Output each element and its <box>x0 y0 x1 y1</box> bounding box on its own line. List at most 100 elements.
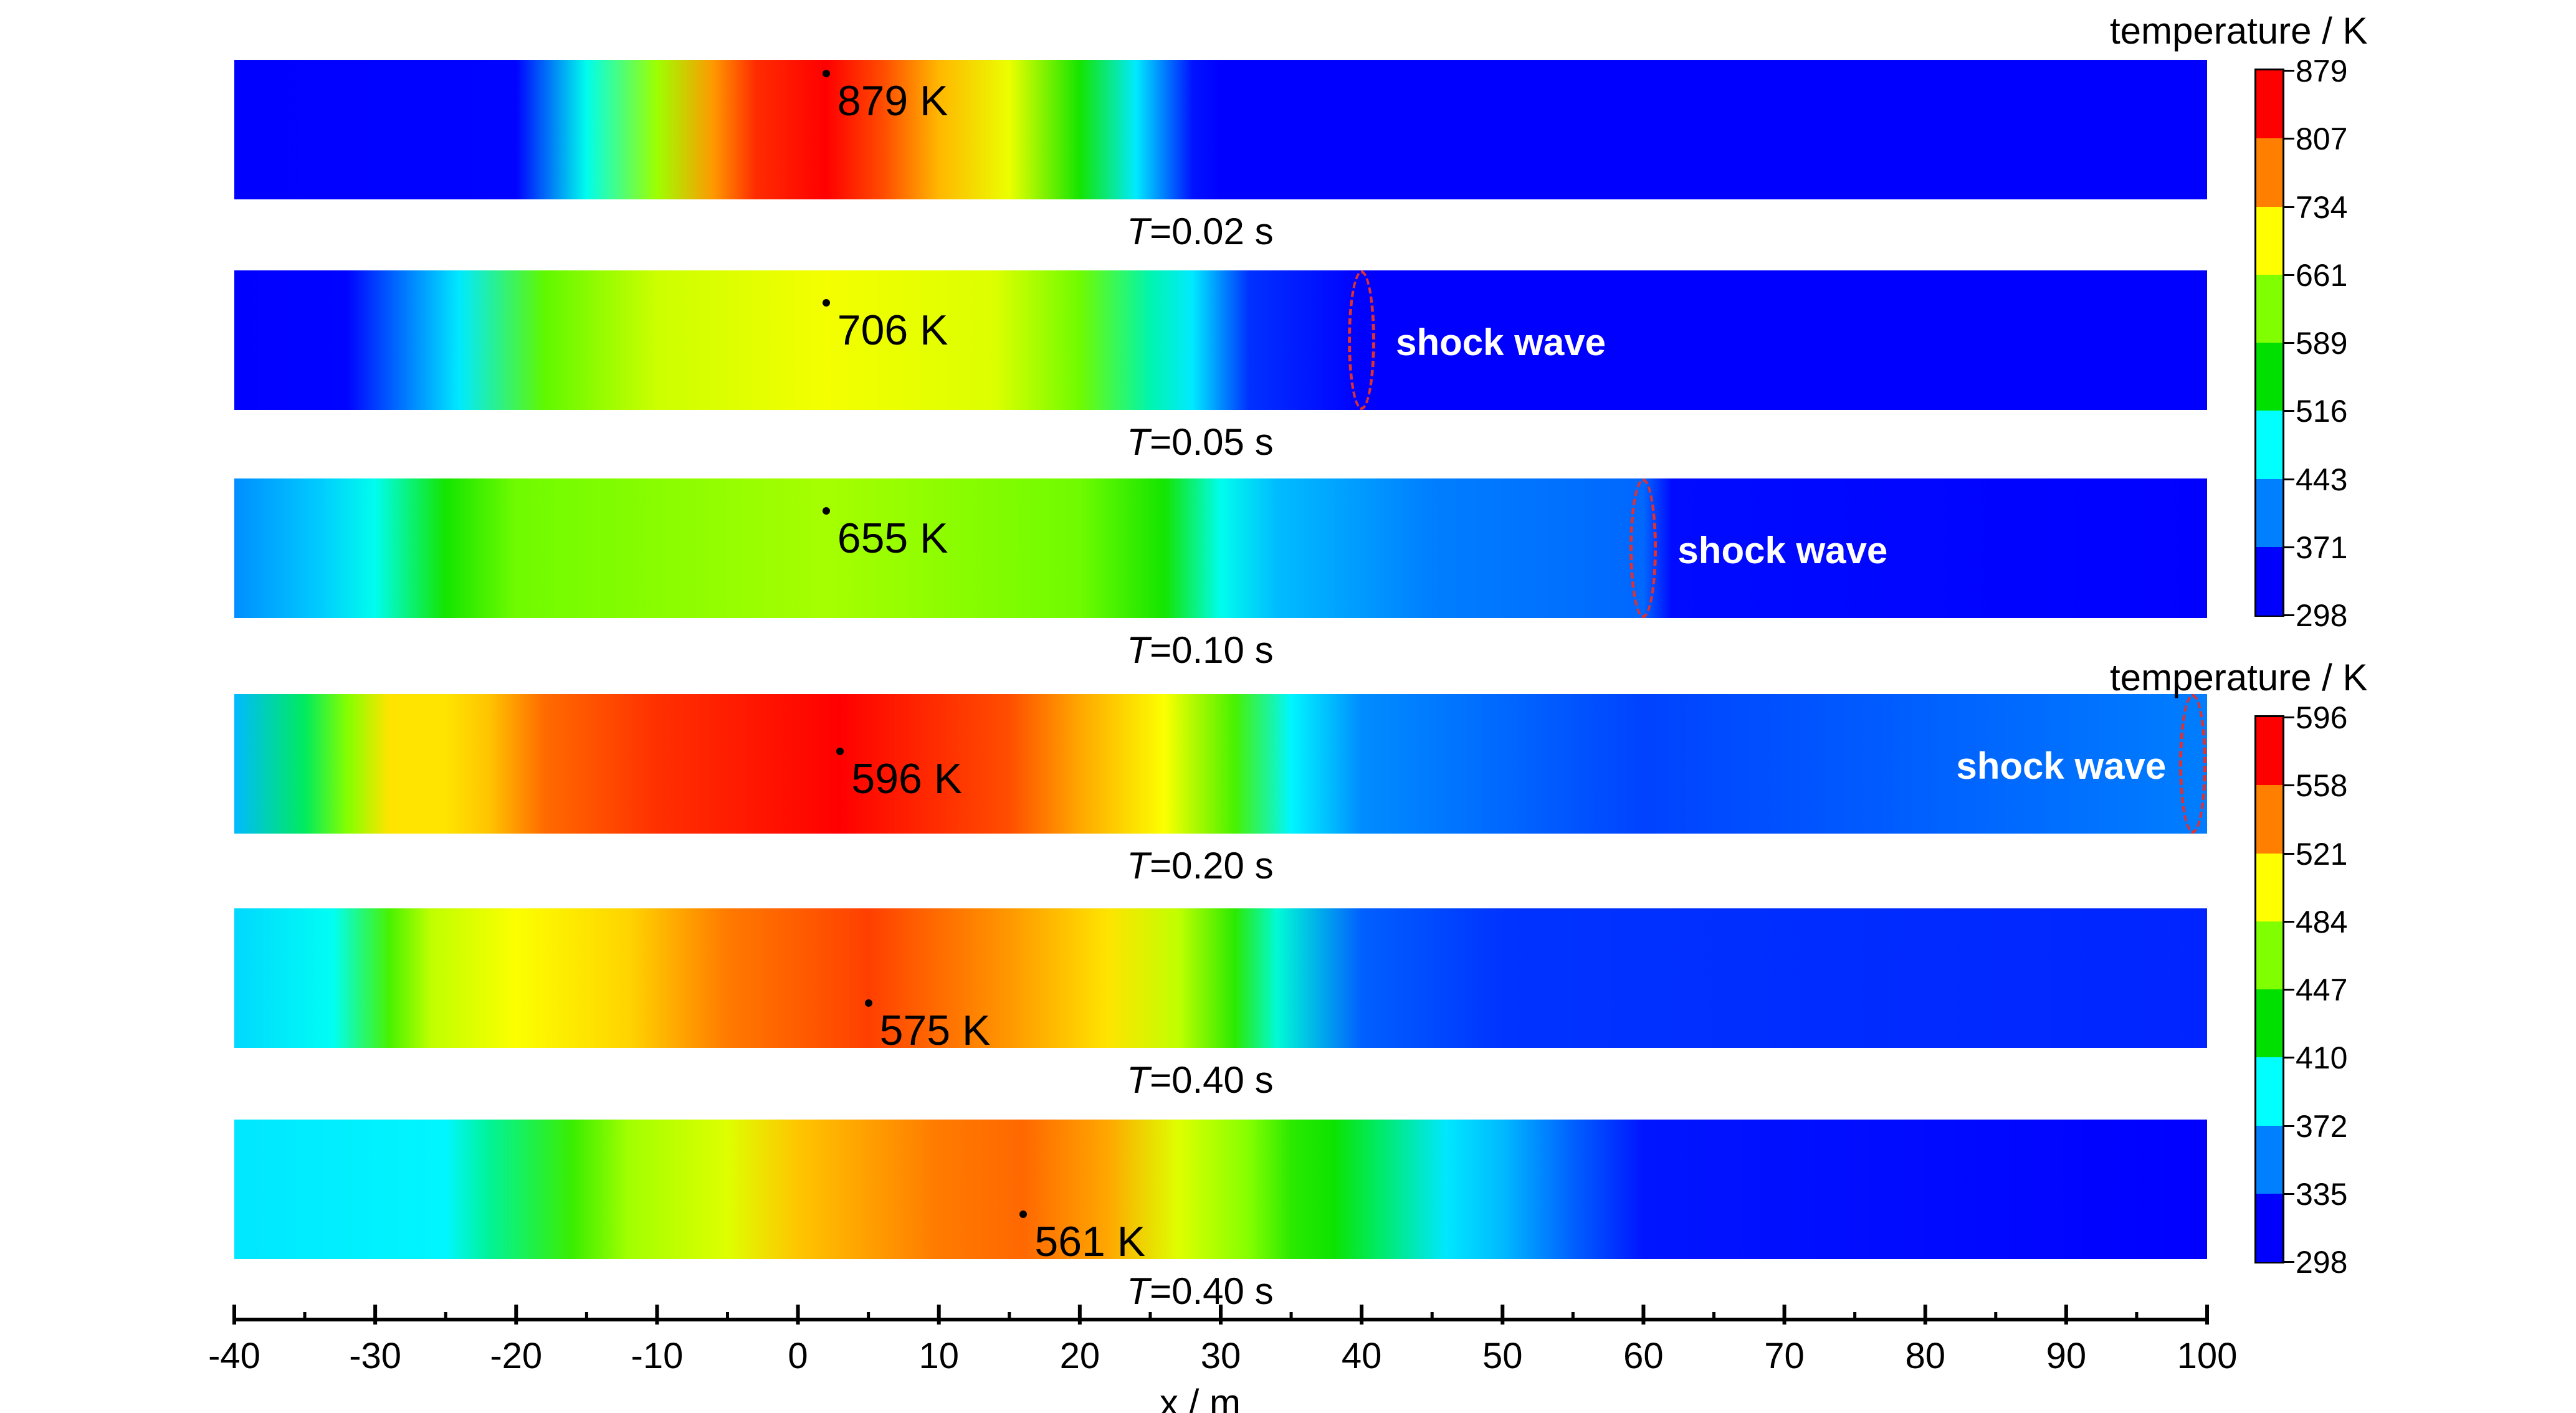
shock-wave-label: shock wave <box>1956 745 2167 787</box>
peak-marker <box>1019 1211 1028 1218</box>
colorbar-tick-label: 484 <box>2296 904 2348 940</box>
x-tick-label: 60 <box>1623 1336 1664 1376</box>
colorbar-tick <box>2284 70 2294 72</box>
colorbar <box>2254 69 2284 617</box>
time-label: T=0.10 s <box>1013 632 1387 669</box>
temperature-band <box>234 1120 2207 1259</box>
time-label: T=0.20 s <box>1013 847 1387 885</box>
colorbar-tick-label: 596 <box>2296 700 2348 735</box>
temperature-band <box>234 60 2207 199</box>
colorbar-title: temperature / K <box>2110 10 2368 52</box>
x-tick-label: 0 <box>788 1336 808 1376</box>
colorbar-tick <box>2284 784 2294 787</box>
shock-wave-marker <box>2179 694 2207 834</box>
colorbar-tick <box>2284 206 2294 208</box>
x-tick-label: -10 <box>631 1336 684 1376</box>
shock-wave-marker <box>1348 270 1376 410</box>
shock-wave-label: shock wave <box>1396 321 1606 363</box>
time-value: =0.10 s <box>1150 629 1274 671</box>
colorbar-tick-label: 447 <box>2296 973 2348 1007</box>
colorbar-segment <box>2256 785 2283 854</box>
time-symbol: T <box>1127 421 1150 463</box>
peak-temperature-label: 706 K <box>837 307 948 354</box>
temperature-band <box>234 478 2207 618</box>
time-symbol: T <box>1127 629 1150 671</box>
colorbar-segment <box>2256 989 2283 1059</box>
colorbar-tick-label: 879 <box>2296 54 2348 88</box>
colorbar-segment <box>2256 1125 2283 1194</box>
peak-temperature-label: 561 K <box>1034 1218 1146 1265</box>
colorbar-tick-label: 372 <box>2296 1108 2348 1144</box>
colorbar-tick <box>2284 920 2294 923</box>
temperature-band <box>234 270 2207 410</box>
x-tick-label: -20 <box>490 1336 543 1376</box>
time-symbol: T <box>1127 845 1150 887</box>
colorbar-tick-label: 734 <box>2296 189 2348 225</box>
peak-marker <box>864 999 872 1007</box>
colorbar-tick <box>2284 716 2294 718</box>
colorbar-segment <box>2256 717 2283 786</box>
colorbar-tick <box>2284 546 2294 548</box>
temperature-bands <box>234 60 2207 1259</box>
colorbar-tick-label: 298 <box>2296 1245 2348 1280</box>
time-value: =0.40 s <box>1150 1059 1274 1101</box>
x-tick-label: 70 <box>1764 1336 1805 1376</box>
colorbar-tick <box>2284 274 2294 276</box>
colorbar-segment <box>2256 206 2283 275</box>
colorbar-segment <box>2256 343 2283 412</box>
colorbar-segment <box>2256 411 2283 480</box>
colorbar-tick-label: 298 <box>2296 598 2348 633</box>
colorbar-tick <box>2284 1192 2294 1195</box>
colorbar-title: temperature / K <box>2110 657 2368 698</box>
x-tick-label: 90 <box>2046 1336 2087 1376</box>
colorbar-tick-label: 807 <box>2296 121 2348 157</box>
colorbar-tick-label: 371 <box>2296 530 2348 565</box>
colorbar-tick-label: 335 <box>2296 1176 2348 1212</box>
x-tick-label: 100 <box>2177 1336 2238 1376</box>
time-label: T=0.02 s <box>1013 213 1387 250</box>
colorbar-tick-label: 661 <box>2296 257 2348 293</box>
colorbar-tick <box>2284 614 2294 616</box>
x-tick-label: 80 <box>1905 1336 1945 1376</box>
time-symbol: T <box>1127 1270 1150 1312</box>
x-axis <box>232 1305 2209 1325</box>
colorbar-tick-label: 589 <box>2296 326 2348 361</box>
time-symbol: T <box>1127 211 1150 252</box>
temperature-band <box>234 908 2207 1048</box>
colorbar-tick <box>2284 989 2294 991</box>
colorbar <box>2254 715 2284 1263</box>
colorbar-segment <box>2256 546 2283 616</box>
colorbar-segment <box>2256 274 2283 343</box>
colorbar-tick-label: 443 <box>2296 462 2348 497</box>
peak-temperature-label: 575 K <box>879 1007 991 1054</box>
colorbar-segment <box>2256 853 2283 922</box>
time-value: =0.05 s <box>1150 421 1274 463</box>
x-tick-label: 40 <box>1341 1336 1382 1376</box>
peak-marker <box>822 507 830 515</box>
colorbar-tick <box>2284 478 2294 480</box>
x-tick-label: -30 <box>349 1336 402 1376</box>
colorbar-tick <box>2284 342 2294 344</box>
x-tick-label: 50 <box>1482 1336 1523 1376</box>
colorbar-tick <box>2284 1261 2294 1263</box>
x-tick-label: 30 <box>1200 1336 1241 1376</box>
time-value: =0.40 s <box>1150 1270 1274 1312</box>
colorbar-segment <box>2256 1193 2283 1262</box>
time-value: =0.02 s <box>1150 211 1274 252</box>
colorbar-segment <box>2256 70 2283 140</box>
time-symbol: T <box>1127 1059 1150 1101</box>
x-tick-label: 20 <box>1059 1336 1100 1376</box>
shock-wave-marker <box>1629 478 1658 618</box>
colorbar-segment <box>2256 1057 2283 1126</box>
colorbar-tick <box>2284 1125 2294 1127</box>
colorbar-segment <box>2256 921 2283 990</box>
colorbar-tick <box>2284 138 2294 140</box>
peak-temperature-label: 879 K <box>837 77 948 125</box>
time-label: T=0.40 s <box>1013 1062 1387 1099</box>
colorbar-tick-label: 558 <box>2296 768 2348 804</box>
peak-marker <box>822 70 830 77</box>
x-tick-label: 10 <box>918 1336 959 1376</box>
peak-marker <box>836 748 844 755</box>
